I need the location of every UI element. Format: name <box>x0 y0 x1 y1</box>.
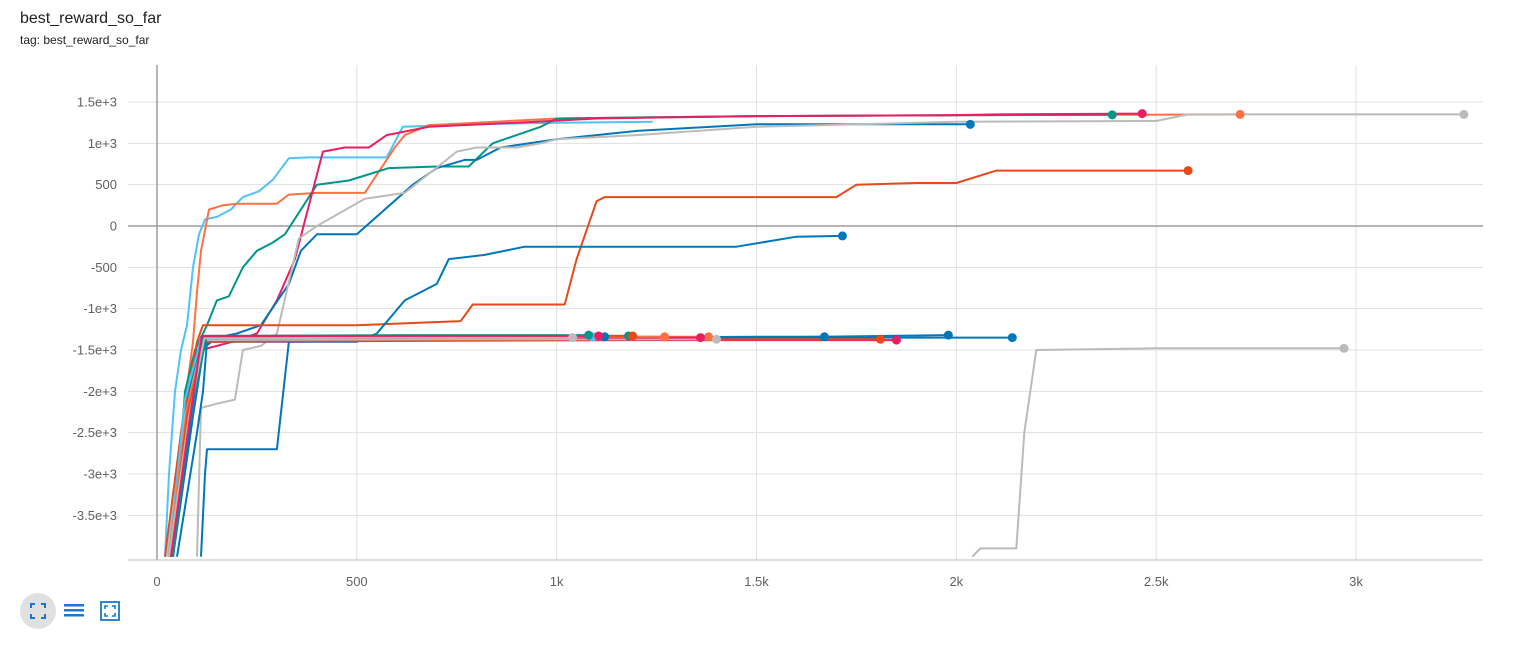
series-end-point <box>594 331 604 341</box>
series-end-point <box>628 331 638 341</box>
chart-end-markers <box>568 109 1469 353</box>
series-end-point <box>819 332 829 342</box>
series-end-point <box>891 335 901 345</box>
chart-title: best_reward_so_far <box>20 10 162 27</box>
y-axis-ticks: 1.5e+3 1e+3 500 0 -500 -1e+3 -1.5e+3 -2e+3 -2.5e… <box>73 95 117 523</box>
x-tick-label: 3k <box>1349 574 1363 589</box>
toggle-y-log-button[interactable] <box>56 593 92 629</box>
series-line <box>166 338 717 557</box>
chart-axes <box>128 65 1483 561</box>
y-tick-label: 500 <box>95 177 117 192</box>
series-line <box>168 112 1143 557</box>
y-tick-label: 0 <box>110 219 117 234</box>
y-tick-label: -2.5e+3 <box>73 425 117 440</box>
chart-grid <box>128 65 1483 560</box>
line-chart[interactable]: 0 500 1k 1.5k 2k 2.5k 3k 1.5e+3 1e+3 500 0 -500 -1e… <box>0 0 1517 590</box>
x-tick-label: 1.5k <box>744 574 769 589</box>
series-end-point <box>1339 343 1349 353</box>
series-end-point <box>837 231 847 241</box>
series-line <box>170 336 701 557</box>
series-end-point <box>704 332 714 342</box>
fit-domain-button[interactable] <box>92 593 128 629</box>
series-end-point <box>568 333 578 343</box>
series-line <box>172 334 589 557</box>
series-line <box>164 169 1189 557</box>
y-tick-label: 1.5e+3 <box>77 95 117 110</box>
y-tick-label: -500 <box>91 260 117 275</box>
x-tick-label: 2k <box>949 574 963 589</box>
series-line <box>168 336 1013 557</box>
series-end-point <box>1137 109 1147 119</box>
series-line <box>172 335 605 557</box>
series-line <box>172 338 881 557</box>
series-end-point <box>712 334 722 344</box>
series-end-point <box>584 330 594 340</box>
fit-domain-icon <box>100 601 120 621</box>
x-tick-label: 1k <box>550 574 564 589</box>
series-line <box>971 347 1344 558</box>
chart-series <box>164 112 1464 558</box>
series-line <box>176 234 843 557</box>
y-tick-label: -1e+3 <box>83 301 117 316</box>
series-line <box>168 339 897 557</box>
series-line <box>170 334 599 557</box>
chart-toolbar <box>20 593 128 629</box>
series-end-point <box>660 332 670 342</box>
series-end-point <box>1235 109 1245 119</box>
y-tick-label: -1.5e+3 <box>73 343 117 358</box>
series-line <box>196 113 1464 557</box>
fullscreen-button[interactable] <box>20 593 56 629</box>
fullscreen-icon <box>30 603 46 619</box>
x-axis-ticks: 0 500 1k 1.5k 2k 2.5k 3k <box>153 574 1363 589</box>
series-line <box>170 335 709 557</box>
series-end-point <box>875 334 885 344</box>
y-tick-label: -3e+3 <box>83 467 117 482</box>
series-line <box>168 336 573 557</box>
series-end-point <box>1459 109 1469 119</box>
x-tick-label: 2.5k <box>1144 574 1169 589</box>
series-line <box>168 334 629 557</box>
series-end-point <box>943 330 953 340</box>
series-end-point <box>965 119 975 129</box>
toggle-y-log-icon <box>64 604 84 617</box>
series-line <box>164 120 653 557</box>
y-tick-label: -3.5e+3 <box>73 508 117 523</box>
x-tick-label: 500 <box>346 574 368 589</box>
series-end-point <box>1007 333 1017 343</box>
series-line <box>168 335 593 557</box>
series-end-point <box>1183 166 1193 176</box>
series-line <box>172 335 825 557</box>
series-end-point <box>1107 110 1117 120</box>
series-line <box>200 334 949 557</box>
y-tick-label: -2e+3 <box>83 384 117 399</box>
y-tick-label: 1e+3 <box>88 136 117 151</box>
chart-subtitle: tag: best_reward_so_far <box>20 33 150 47</box>
series-line <box>168 335 665 557</box>
series-end-point <box>696 333 706 343</box>
x-tick-label: 0 <box>153 574 160 589</box>
